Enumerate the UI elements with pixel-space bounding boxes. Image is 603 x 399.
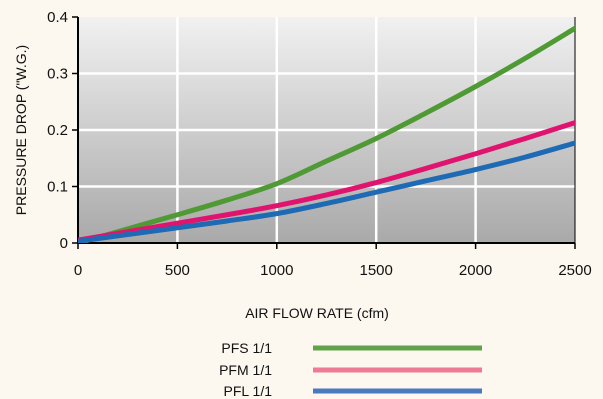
x-tick-label-2000: 2000 <box>459 262 492 279</box>
legend-label-pfl-1-1: PFL 1/1 <box>223 383 272 399</box>
legend: PFS 1/1 PFM 1/1 PFL 1/1 <box>219 340 482 399</box>
y-tick-label-3: 0.3 <box>47 66 68 83</box>
y-tick-label-4: 0.4 <box>47 9 68 26</box>
legend-label-pfm-1-1: PFM 1/1 <box>219 362 272 378</box>
series-line-pfs-1-1 <box>78 25 575 243</box>
x-tick-label-1500: 1500 <box>360 262 393 279</box>
y-tick-label-0: 0 <box>60 235 68 252</box>
tick-labels: 0 500 1000 1500 2000 2500 0 0.1 0.2 0.3 0.4 <box>47 9 592 279</box>
x-tick-label-500: 500 <box>165 262 190 279</box>
series-lines <box>78 25 575 243</box>
legend-label-pfs-1-1: PFS 1/1 <box>221 340 272 356</box>
gridlines <box>78 17 575 243</box>
x-tick-label-2500: 2500 <box>558 262 591 279</box>
y-tick-label-2: 0.2 <box>47 122 68 139</box>
series-line-pfm-1-1 <box>78 120 575 243</box>
y-axis-title: PRESSURE DROP ("W.G.) <box>13 45 29 215</box>
x-tick-label-1000: 1000 <box>260 262 293 279</box>
x-axis-title: AIR FLOW RATE (cfm) <box>245 305 389 321</box>
y-tick-label-1: 0.1 <box>47 179 68 196</box>
x-tick-label-0: 0 <box>74 262 82 279</box>
series-line-pfl-1-1 <box>78 140 575 243</box>
